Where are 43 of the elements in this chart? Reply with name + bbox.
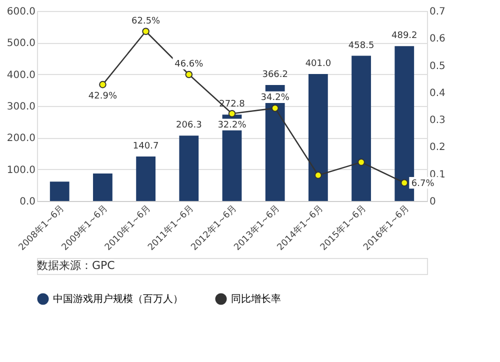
data-label: 140.7 [132, 141, 159, 152]
data-label: 34.2% [260, 93, 290, 104]
data-label: 401.0 [305, 59, 332, 70]
y-tick-label: 200.0 [6, 133, 36, 144]
y-tick-label: 300.0 [6, 102, 36, 112]
point [358, 158, 365, 166]
point [99, 80, 106, 88]
y2-tick-label: 0.4 [430, 88, 446, 99]
source-note: 数据来源：GPC [37, 259, 116, 272]
y-tick-label: 500.0 [6, 38, 36, 50]
bar [308, 74, 328, 201]
y-tick-label: 400.0 [6, 70, 36, 81]
y2-tick-label: 0.2 [430, 142, 446, 154]
data-label: 458.5 [348, 40, 374, 51]
point [271, 104, 279, 112]
data-label: 32.2% [218, 120, 247, 131]
data-label: 62.5% [132, 16, 161, 26]
y-tick-label: 0.0 [20, 196, 36, 208]
data-label: 42.9% [88, 92, 118, 102]
bar [50, 182, 70, 201]
data-label: 489.2 [391, 31, 418, 42]
y2-tick-label: 0.7 [430, 6, 446, 18]
point [400, 179, 408, 186]
point [142, 28, 150, 36]
legend-label: 中国游戏用户规模（百万人） [53, 293, 183, 305]
y2-tick-label: 0.3 [430, 115, 446, 126]
y-tick-label: 600.0 [6, 6, 36, 18]
data-label: 6.7% [411, 178, 435, 189]
bar [179, 136, 199, 201]
point [314, 172, 322, 179]
data-label: 366.2 [262, 70, 288, 80]
bar [352, 56, 371, 201]
y2-tick-label: 0.6 [430, 34, 446, 45]
legend-label: 同比增长率 [231, 293, 281, 305]
bar [136, 156, 156, 201]
y2-tick-label: 0 [430, 196, 436, 208]
y-tick-label: 100.0 [6, 164, 36, 176]
data-label: 46.6% [174, 60, 204, 70]
point [185, 70, 193, 78]
data-label: 206.3 [176, 120, 202, 131]
bar [93, 173, 112, 201]
point [228, 110, 236, 118]
y2-tick-label: 0.5 [430, 60, 446, 72]
